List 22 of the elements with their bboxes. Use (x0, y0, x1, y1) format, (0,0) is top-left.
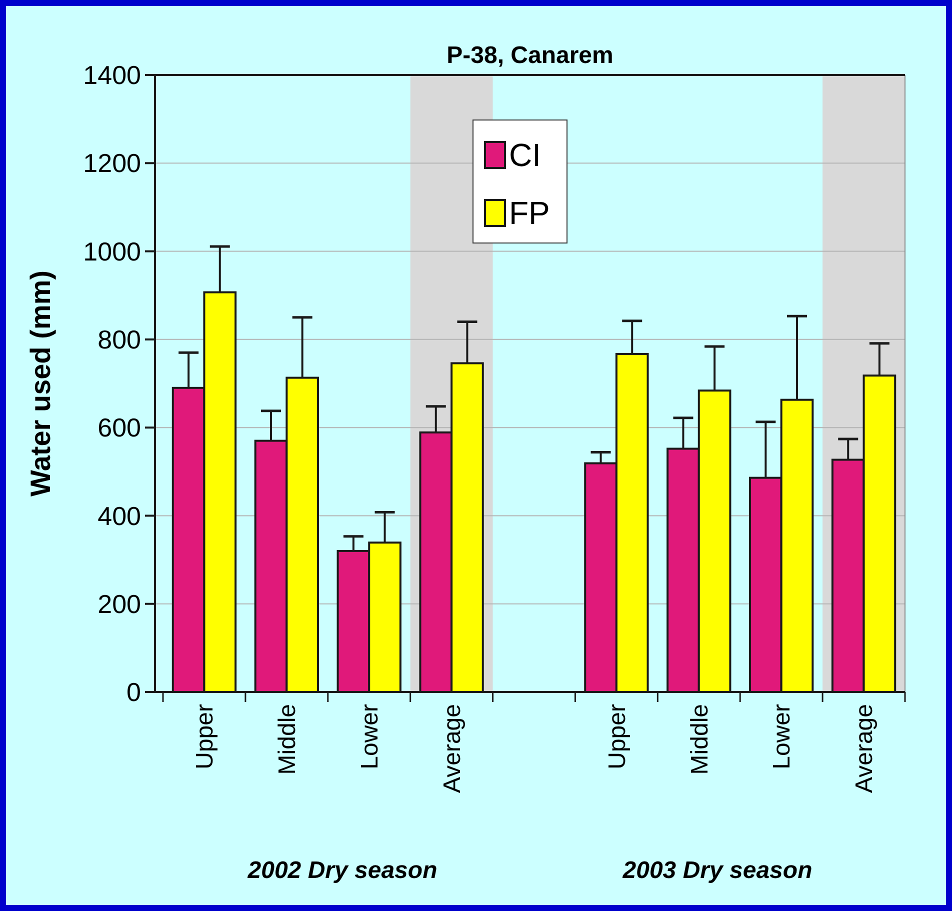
x-tick-label: Average (438, 704, 466, 793)
text: 2003 Dry season (622, 857, 812, 884)
y-tick-label: 200 (98, 588, 141, 619)
x-tick-label: Upper (604, 704, 631, 770)
text: 2002 Dry season (246, 857, 438, 884)
y-tick-label: 1000 (83, 236, 141, 266)
y-tick-label: 1200 (83, 148, 141, 178)
y-tick-label: 1400 (83, 60, 141, 90)
legend-label: CI (509, 137, 541, 174)
y-tick-label: 800 (98, 324, 141, 355)
chart-title: P-38, Canarem (446, 42, 614, 69)
x-tick-label: Upper (192, 704, 219, 770)
x-tick-label: Average (851, 704, 878, 793)
y-tick-label: 0 (126, 677, 141, 708)
x-tick-label: Middle (274, 704, 302, 775)
legend-label: FP (509, 195, 550, 232)
x-tick-label: Lower (356, 704, 384, 770)
x-tick-label: Lower (768, 704, 796, 770)
y-tick-label: 600 (98, 412, 141, 443)
x-tick-label: Middle (686, 704, 714, 775)
y-axis-title: Water used (mm) (25, 270, 56, 497)
y-tick-label: 400 (98, 500, 141, 531)
